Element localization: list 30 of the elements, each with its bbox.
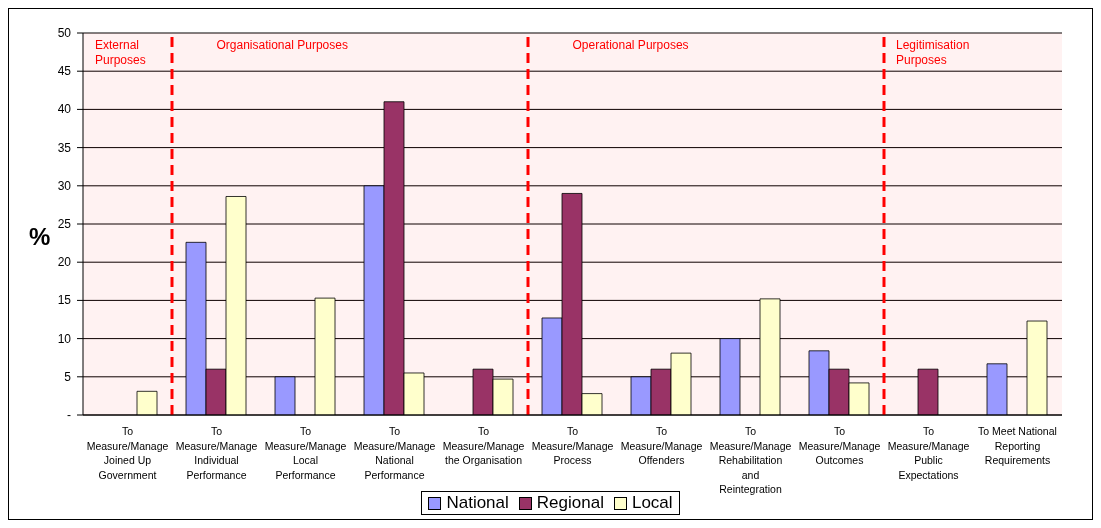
y-tick-label: 45 bbox=[57, 64, 72, 79]
x-tick-label: To Measure/Manage Public Expectations bbox=[887, 425, 970, 481]
x-tick-label: To Measure/Manage Offenders bbox=[620, 425, 703, 466]
y-tick-label: 5 bbox=[64, 369, 72, 384]
x-tick-label: To Measure/Manage Joined Up Government bbox=[86, 425, 169, 481]
x-tick-label: To Meet National Reporting Requirements bbox=[978, 425, 1057, 466]
y-tick-label: 25 bbox=[57, 217, 72, 231]
legend-label: National bbox=[445, 493, 509, 513]
y-axis-title: % bbox=[29, 223, 51, 251]
y-tick-label: 50 bbox=[57, 26, 72, 40]
legend-label: Local bbox=[630, 493, 673, 513]
y-tick-label: 15 bbox=[57, 293, 72, 308]
legend-label: Regional bbox=[535, 493, 604, 513]
x-tick-label: To Measure/Manage Process bbox=[531, 425, 614, 466]
y-tick-label: 30 bbox=[57, 178, 72, 193]
y-tick-label: 10 bbox=[57, 331, 72, 346]
x-tick-label: To Measure/Manage Outcomes bbox=[798, 425, 881, 466]
x-tick-label: To Measure/Manage the Organisation bbox=[442, 425, 525, 466]
x-tick-label: To Measure/Manage National Performance bbox=[353, 425, 436, 481]
x-tick-label: To Measure/Manage Rehabilitation and Reintegration bbox=[709, 425, 792, 495]
band-label: External Purposes bbox=[95, 38, 146, 67]
x-tick-label: To Measure/Manage Individual Performance bbox=[175, 425, 258, 481]
y-tick-label: 35 bbox=[57, 140, 72, 155]
y-tick-label: 20 bbox=[57, 255, 72, 270]
x-tick-label: To Measure/Manage Local Performance bbox=[264, 425, 347, 481]
y-tick-label: 40 bbox=[57, 102, 72, 117]
band-label: Legitimisation Purposes bbox=[896, 38, 970, 67]
band-label: Organisational Purposes bbox=[216, 38, 348, 52]
band-label: Operational Purposes bbox=[572, 38, 689, 52]
y-tick-label: - bbox=[67, 408, 71, 422]
